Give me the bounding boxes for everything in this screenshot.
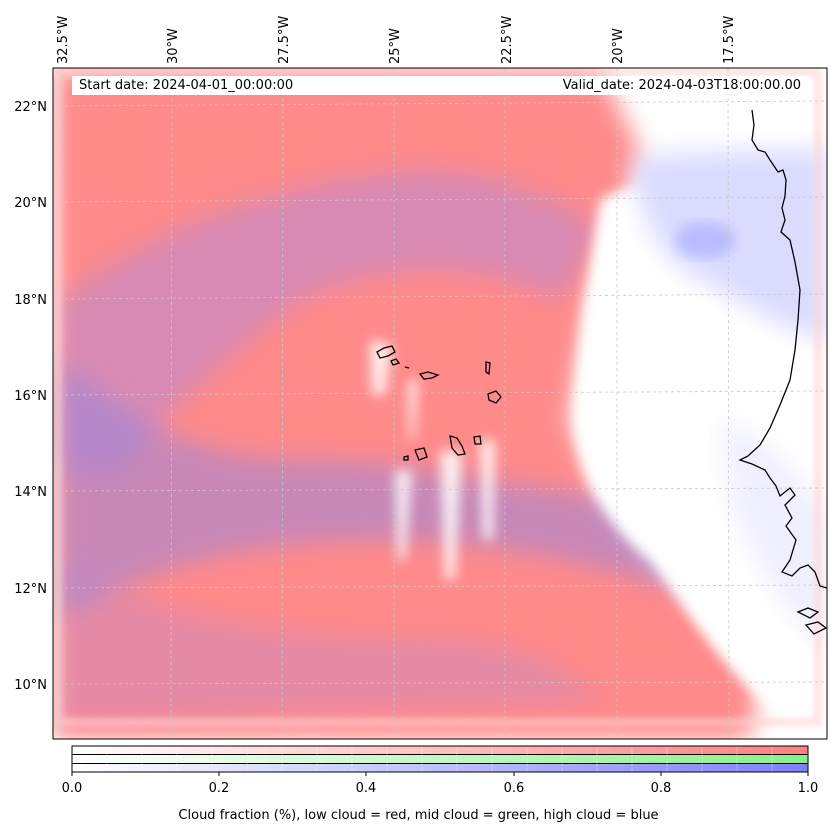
high-cloud-patch <box>675 222 735 258</box>
coast-island-2 <box>804 621 827 635</box>
colorbar-mid-cloud <box>72 755 808 763</box>
lon-label: 25°W <box>388 28 403 64</box>
island-wake-streaks <box>370 340 495 580</box>
lon-label: 22.5°W <box>500 16 515 64</box>
island-sal <box>485 361 491 376</box>
african-coastline <box>738 109 827 589</box>
colorbar-separators <box>72 754 808 764</box>
start-date-label: Start date: 2024-04-01_00:00:00 <box>72 76 409 95</box>
island-maio <box>473 435 482 445</box>
lat-label: 18°N <box>14 293 47 308</box>
colorbar-steps <box>106 746 773 772</box>
lat-label: 12°N <box>14 582 47 597</box>
high-cloud-band-sw <box>60 560 600 720</box>
colorbar-tick-label: 0.0 <box>62 781 83 796</box>
clear-sky-region <box>574 181 827 739</box>
island-boa-vista <box>487 390 502 404</box>
high-cloud-east <box>720 420 827 650</box>
lon-label: 27.5°W <box>277 16 292 64</box>
coast-island-1 <box>796 607 820 619</box>
colorbar: 0.0 0.2 0.4 0.6 0.8 1.0 <box>62 745 819 796</box>
domain-edge <box>54 68 822 726</box>
island-sao-nicolau <box>418 371 440 380</box>
high-cloud-band-north <box>60 170 600 470</box>
cape-verde-islands <box>376 345 502 461</box>
colorbar-low-cloud <box>72 746 808 754</box>
colorbar-frame <box>71 745 809 773</box>
map-frame <box>52 67 828 740</box>
lon-label: 30°W <box>166 28 181 64</box>
lat-label: 16°N <box>14 389 47 404</box>
lat-label: 14°N <box>14 485 47 500</box>
colorbar-tick-label: 0.8 <box>651 781 672 796</box>
colorbar-high-cloud <box>72 764 808 772</box>
cloud-field <box>53 68 827 739</box>
lon-label: 32.5°W <box>56 16 71 64</box>
coastline <box>738 109 827 635</box>
gridlines <box>53 68 827 739</box>
lat-label: 20°N <box>14 196 47 211</box>
colorbar-tick-label: 0.4 <box>356 781 377 796</box>
valid-date-label: Valid_date: 2024-04-03T18:00:00.00 <box>402 76 808 95</box>
lon-label: 17.5°W <box>722 16 737 64</box>
lon-label: 20°W <box>611 28 626 64</box>
longitude-labels: 32.5°W 30°W 27.5°W 25°W 22.5°W 20°W 17.5… <box>56 16 737 64</box>
island-brava <box>403 455 409 461</box>
colorbar-tick-label: 0.2 <box>209 781 230 796</box>
island-santo-antao <box>376 345 396 359</box>
lat-label: 10°N <box>14 678 47 693</box>
lat-label: 22°N <box>14 100 47 115</box>
island-santiago <box>449 435 466 456</box>
island-sao-vicente <box>390 358 401 366</box>
colorbar-ticks <box>71 772 809 776</box>
colorbar-title: Cloud fraction (%), low cloud = red, mid… <box>178 808 659 823</box>
colorbar-tick-label: 1.0 <box>798 781 819 796</box>
latitude-labels: 22°N 20°N 18°N 16°N 14°N 12°N 10°N <box>14 100 47 693</box>
island-santa-luzia <box>404 366 410 369</box>
island-fogo <box>414 447 428 461</box>
colorbar-tick-label: 0.6 <box>504 781 525 796</box>
